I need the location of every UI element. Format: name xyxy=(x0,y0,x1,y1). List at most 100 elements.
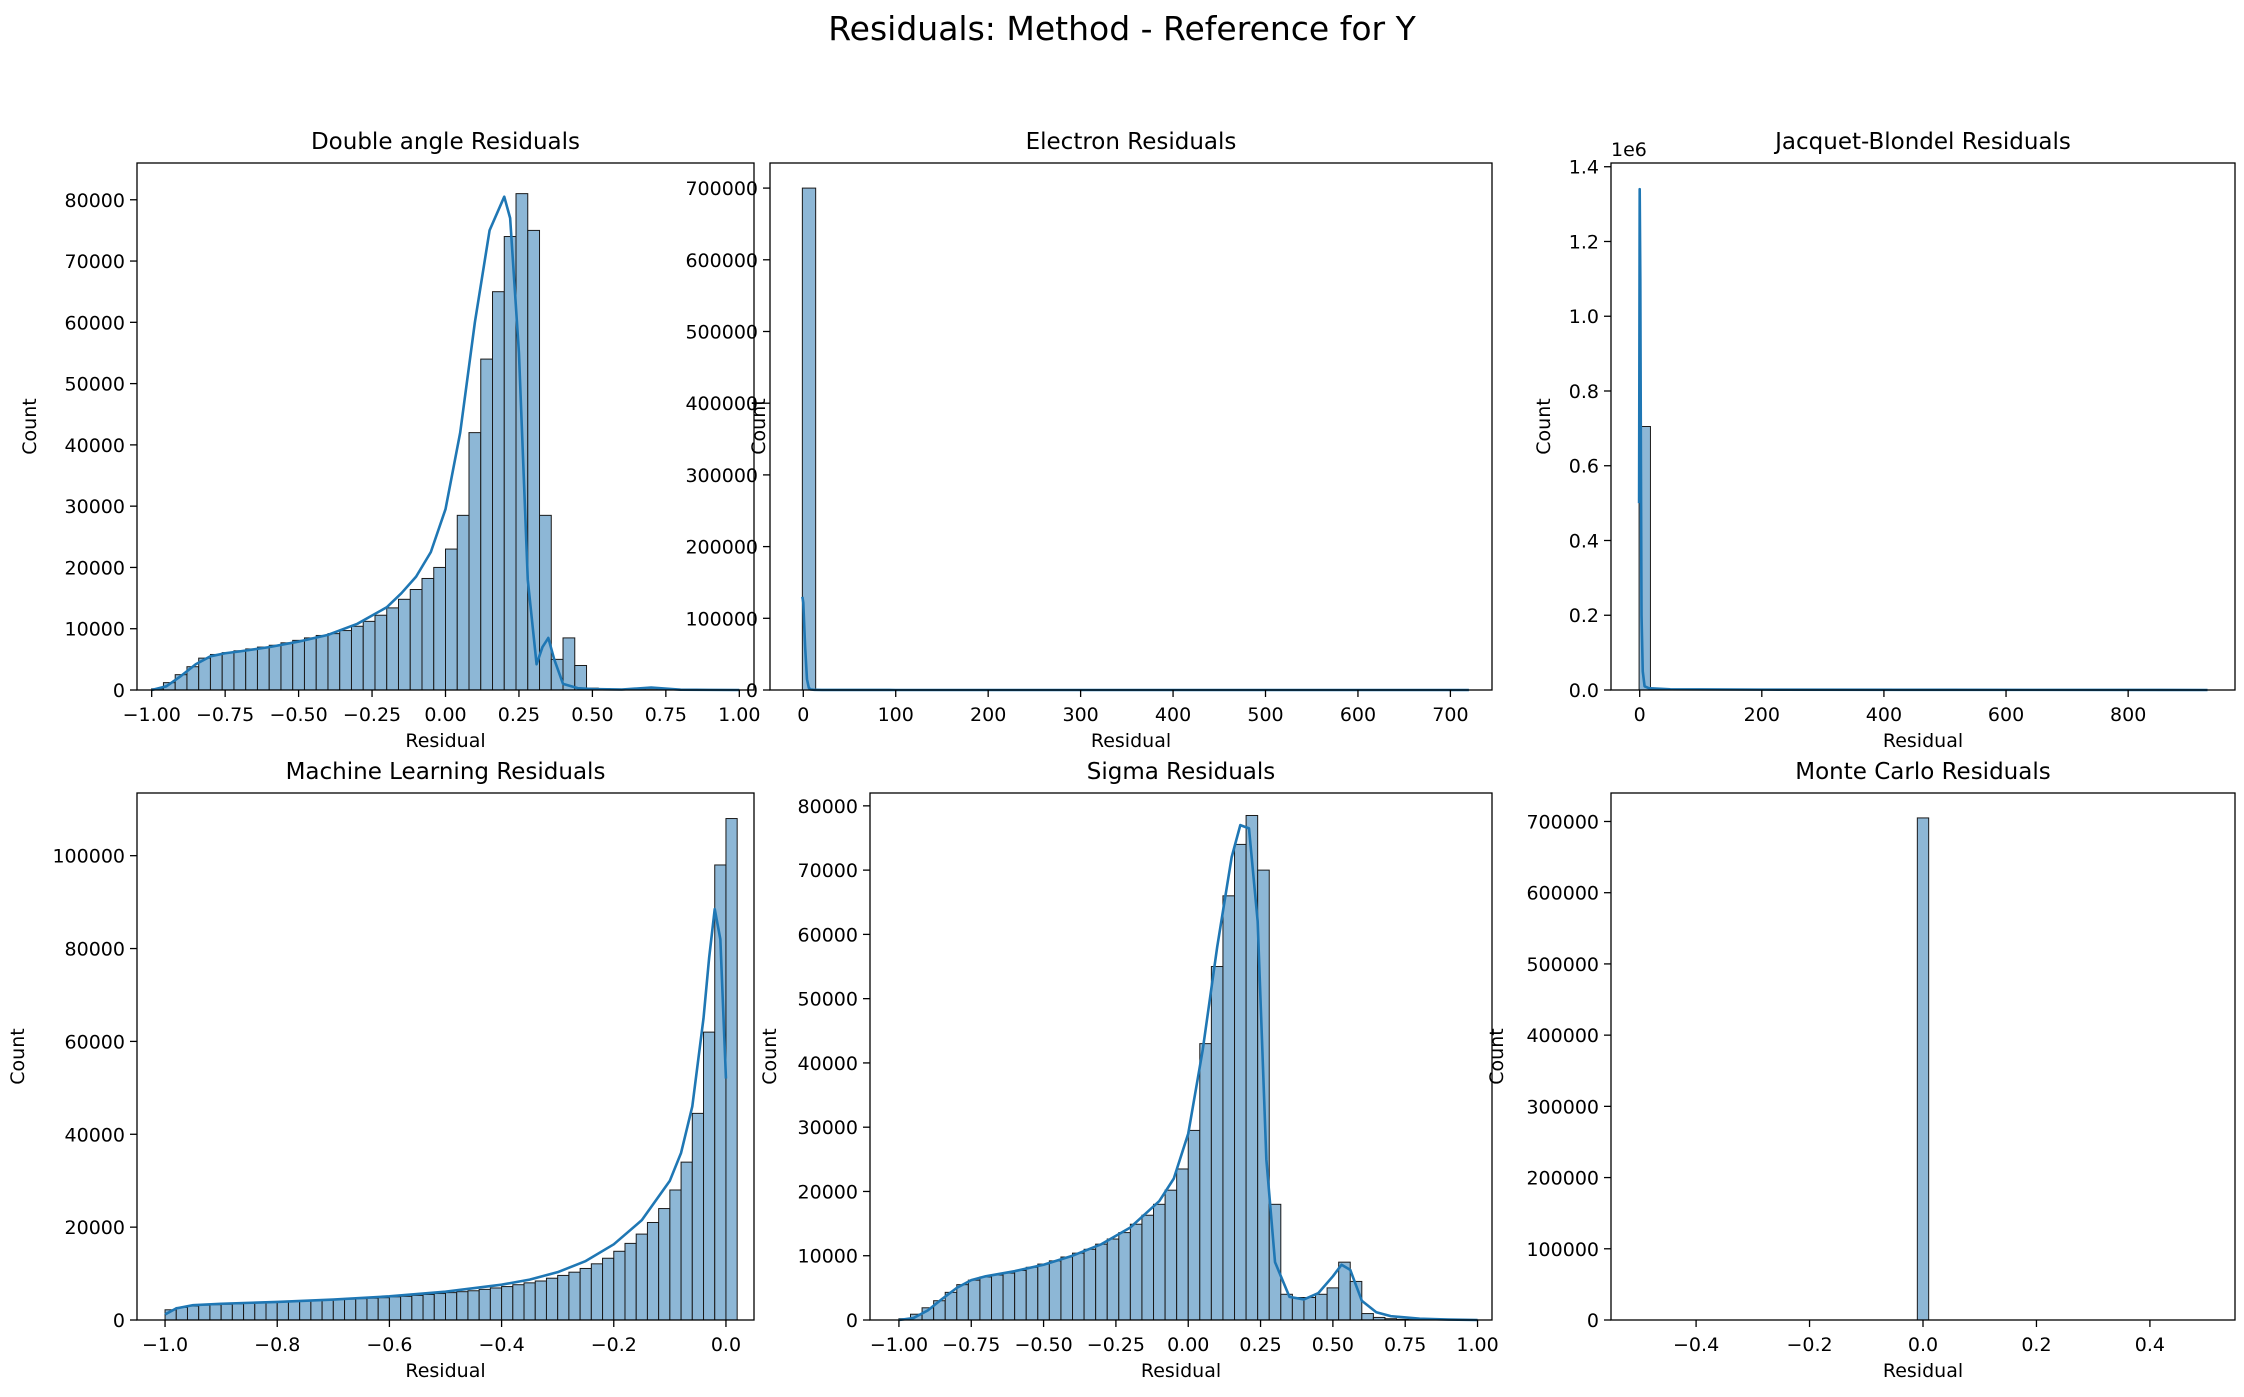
x-tick-label: −0.50 xyxy=(1014,1334,1072,1356)
y-tick-label: 50000 xyxy=(65,374,125,396)
x-tick-label: 500 xyxy=(1247,704,1283,726)
x-tick-label: −1.00 xyxy=(870,1334,928,1356)
histogram-bar xyxy=(287,1300,301,1321)
x-tick-label: 200 xyxy=(970,704,1006,726)
histogram-bar xyxy=(374,614,388,691)
histogram-bar xyxy=(991,1274,1004,1321)
chart-title: Monte Carlo Residuals xyxy=(1795,759,2050,785)
histogram-bar xyxy=(1176,1168,1189,1321)
x-tick-label: −0.6 xyxy=(366,1334,412,1356)
histogram-bar xyxy=(332,1299,346,1321)
histogram-bar xyxy=(362,620,376,691)
x-axis-label: Residual xyxy=(405,730,485,752)
histogram-bar xyxy=(233,650,247,691)
histogram-bar xyxy=(635,1233,648,1321)
histogram-bar xyxy=(613,1250,626,1321)
histogram-bar xyxy=(492,291,505,691)
histogram-bar xyxy=(512,1284,525,1321)
x-tick-label: 0.25 xyxy=(498,704,540,726)
y-tick-label: 500000 xyxy=(685,321,758,343)
histogram-bar xyxy=(254,1302,267,1321)
histogram-bar xyxy=(527,229,541,691)
histogram-bar xyxy=(468,432,482,691)
kde-curve xyxy=(1637,187,2208,692)
histogram-bar xyxy=(602,1257,615,1321)
x-axis-label: Residual xyxy=(1141,1360,1221,1382)
chart-panel-3: 0 200 400 600 800 0.0 0.2 0.4 0.6 0.8 1.0 1.2 1.4 Jac… xyxy=(1533,129,2236,752)
y-tick-label: 500000 xyxy=(1526,954,1599,976)
y-tick-label: 0 xyxy=(113,1310,125,1332)
y-tick-label: 30000 xyxy=(65,496,125,518)
y-tick-label: 0.2 xyxy=(1569,605,1599,627)
y-tick-label: 700000 xyxy=(1526,811,1599,833)
y-tick-label: 1.0 xyxy=(1569,306,1599,328)
histogram-bar xyxy=(276,1301,289,1321)
x-tick-label: −0.50 xyxy=(269,704,327,726)
x-tick-label: 1.00 xyxy=(718,704,760,726)
chart-panel-4: −1.0 −0.8 −0.6 −0.4 −0.2 0.0 0 20000 40000 60000 8… xyxy=(7,759,755,1382)
axes-frame xyxy=(769,162,1493,691)
figure-suptitle: Residuals: Method - Reference for Y xyxy=(828,9,1416,48)
histogram-bar xyxy=(421,577,435,691)
y-tick-label: 70000 xyxy=(798,860,858,882)
x-tick-label: 0 xyxy=(1634,704,1646,726)
histogram-bar xyxy=(198,1304,211,1321)
x-tick-label: −0.4 xyxy=(1673,1334,1719,1356)
histogram-bar xyxy=(327,633,341,691)
histogram-bar xyxy=(1118,1232,1131,1321)
histogram-bar xyxy=(523,1282,536,1321)
histogram-bars xyxy=(151,193,740,691)
histogram-bar xyxy=(1291,1297,1305,1321)
x-tick-label: 700 xyxy=(1432,704,1468,726)
y-offset-label: 1e6 xyxy=(1611,139,1647,161)
y-tick-label: 0.6 xyxy=(1569,456,1599,478)
histogram-bar xyxy=(658,1208,671,1321)
histogram-bar xyxy=(339,630,352,691)
x-tick-label: −0.75 xyxy=(196,704,254,726)
histogram-bar xyxy=(220,1303,233,1321)
y-axis-label: Count xyxy=(759,1028,781,1084)
histogram-bar xyxy=(1106,1238,1120,1321)
histogram-bars xyxy=(1916,817,1930,1321)
histogram-bar xyxy=(1199,1043,1212,1321)
histogram-bar xyxy=(186,1305,200,1321)
axes-frame xyxy=(1610,162,2236,691)
histogram-bar xyxy=(534,1280,547,1321)
histogram-bar xyxy=(445,1292,458,1321)
chart-panel-5: −1.00 −0.75 −0.50 −0.25 0.00 0.25 0.50 0.75 1.00… xyxy=(759,759,1499,1382)
histogram-bar xyxy=(1326,1287,1340,1321)
x-tick-label: 0.2 xyxy=(2021,1334,2051,1356)
y-tick-label: 10000 xyxy=(65,619,125,641)
histogram-bar xyxy=(1014,1270,1027,1321)
histogram-bar xyxy=(1037,1263,1050,1321)
x-tick-label: 800 xyxy=(2110,704,2146,726)
y-tick-label: 300000 xyxy=(1526,1096,1599,1118)
histogram-bar xyxy=(1187,1129,1201,1321)
histogram-bar xyxy=(268,644,282,691)
y-tick-label: 0 xyxy=(1587,1310,1599,1332)
y-tick-label: 400000 xyxy=(685,393,758,415)
histogram-bar xyxy=(209,653,223,691)
kde-curve xyxy=(898,823,1478,1322)
histogram-bar xyxy=(590,1263,604,1321)
histogram-bar xyxy=(624,1242,637,1321)
y-tick-label: 40000 xyxy=(65,1124,125,1146)
x-tick-label: 400 xyxy=(1866,704,1902,726)
chart-panel-6: −0.4 −0.2 0.0 0.2 0.4 0 100000 200000 300000 4000… xyxy=(1486,759,2236,1382)
x-tick-label: 0.00 xyxy=(424,704,466,726)
histogram-bar xyxy=(480,358,494,691)
axes-frame xyxy=(136,792,755,1321)
x-tick-label: −0.2 xyxy=(1786,1334,1832,1356)
histogram-bar xyxy=(703,1031,716,1321)
x-axis-label: Residual xyxy=(1883,730,1963,752)
x-tick-label: 0.50 xyxy=(1312,1334,1354,1356)
histogram-bar xyxy=(1315,1293,1328,1321)
histogram-bar xyxy=(1048,1260,1062,1321)
histogram-bars xyxy=(164,818,738,1321)
histogram-bar xyxy=(433,566,446,691)
x-tick-label: 0 xyxy=(797,704,809,726)
histogram-bar xyxy=(409,589,423,691)
x-tick-label: 200 xyxy=(1744,704,1780,726)
histogram-bar xyxy=(669,1189,682,1321)
x-tick-label: 100 xyxy=(878,704,914,726)
